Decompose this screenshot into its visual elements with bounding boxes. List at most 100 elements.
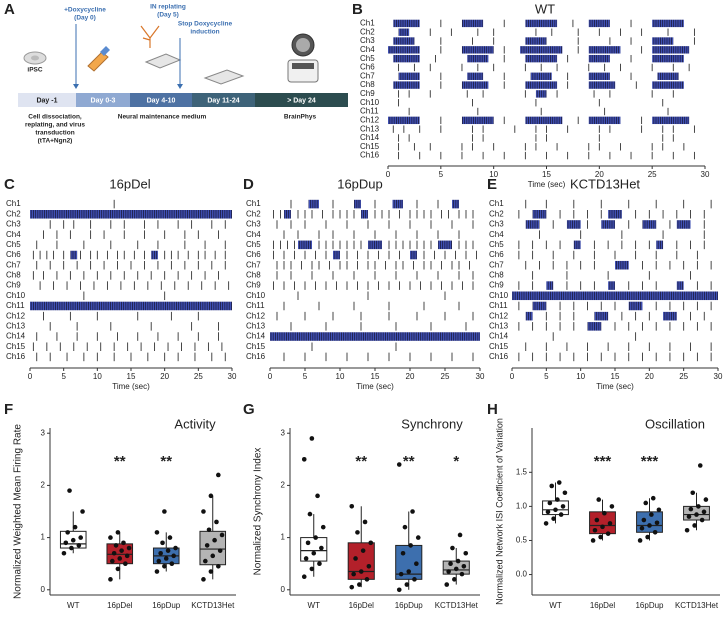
annotation: induction	[190, 29, 219, 36]
x-tick-label: 16pDel	[590, 601, 616, 610]
channel-label: Ch5	[6, 240, 21, 249]
plate-icon	[144, 53, 182, 69]
burst	[676, 281, 684, 290]
stage-bar	[18, 93, 76, 107]
data-point	[69, 545, 74, 551]
data-point	[111, 550, 117, 556]
burst	[525, 81, 558, 89]
channel-label: Ch16	[489, 352, 509, 361]
stage-bar	[130, 93, 192, 107]
data-point	[201, 577, 206, 582]
data-point	[206, 527, 212, 533]
data-point	[364, 577, 370, 582]
channel-label: Ch4	[360, 45, 375, 54]
data-point	[543, 521, 549, 526]
x-tick-label: 15	[611, 372, 620, 381]
panel-title: 16pDel	[109, 176, 150, 191]
x-tick-label: 30	[714, 372, 723, 381]
x-tick-label: 25	[441, 372, 450, 381]
x-tick-label: 15	[371, 372, 380, 381]
data-point	[216, 472, 221, 478]
data-point	[108, 535, 113, 540]
data-point	[556, 480, 562, 485]
channel-label: Ch2	[489, 209, 504, 218]
burst	[393, 37, 415, 45]
caption: Neural maintenance medium	[118, 114, 207, 121]
y-axis-label: Normalized Network ISI Coefficient of Va…	[494, 418, 504, 605]
panel-title: KCTD13Het	[570, 176, 640, 191]
x-tick-label: 20	[595, 170, 604, 179]
x-tick-label: 25	[679, 372, 688, 381]
data-point	[217, 548, 223, 553]
burst	[398, 72, 420, 80]
burst	[393, 19, 420, 28]
stage-label: Day 11-24	[207, 97, 239, 104]
channel-label: Ch3	[360, 36, 375, 45]
channel-label: Ch7	[246, 260, 261, 269]
burst	[461, 19, 484, 28]
burst	[601, 220, 615, 229]
channel-label: Ch7	[489, 260, 504, 269]
x-tick-label: 0	[268, 372, 273, 381]
x-tick-label: 25	[648, 170, 657, 179]
channel-label: Ch9	[246, 281, 261, 290]
channel-label: Ch16	[246, 352, 266, 361]
data-point	[115, 566, 121, 572]
burst	[652, 116, 690, 125]
data-point	[637, 538, 643, 543]
burst	[393, 54, 420, 63]
x-tick-label: 5	[439, 170, 444, 179]
significance: **	[403, 453, 415, 470]
data-point	[694, 512, 699, 517]
channel-label: Ch15	[360, 142, 380, 151]
channel-label: Ch15	[246, 342, 266, 351]
caption: BrainPhys	[284, 114, 317, 121]
data-point	[320, 524, 326, 530]
data-point	[701, 509, 707, 515]
flask-icon	[87, 51, 109, 72]
x-tick-label: WT	[67, 601, 80, 610]
data-point	[415, 535, 421, 540]
stage-bar	[192, 93, 255, 107]
channel-label: Ch12	[246, 311, 266, 320]
data-point	[412, 577, 417, 582]
channel-label: Ch13	[6, 321, 26, 330]
data-point	[163, 556, 169, 561]
channel-label: Ch5	[246, 240, 261, 249]
data-point	[124, 553, 130, 559]
data-point	[210, 553, 216, 559]
y-tick-label: 0.0	[516, 570, 528, 579]
significance: **	[114, 453, 126, 470]
x-tick-label: 16pDup	[635, 601, 664, 610]
data-point	[547, 500, 553, 506]
data-point	[402, 524, 408, 530]
burst	[333, 250, 340, 260]
x-tick-label: 5	[61, 372, 66, 381]
burst	[652, 81, 684, 89]
channel-label: Ch4	[6, 230, 21, 239]
data-point	[219, 532, 225, 538]
burst	[467, 54, 489, 63]
data-point	[309, 566, 315, 572]
data-point	[594, 517, 600, 523]
data-point	[301, 457, 307, 462]
panel-title: Oscillation	[645, 416, 705, 431]
annotation: +Doxycycline	[64, 7, 106, 14]
channel-label: Ch6	[246, 250, 261, 259]
burst	[535, 90, 547, 98]
burst	[532, 301, 547, 311]
data-point	[414, 561, 419, 566]
panel-letter: B	[352, 1, 363, 18]
x-tick-label: KCTD13Het	[191, 601, 235, 610]
data-point	[647, 523, 652, 528]
burst	[308, 199, 319, 209]
data-point	[404, 582, 410, 587]
x-tick-label: 20	[645, 372, 654, 381]
box	[589, 511, 616, 535]
y-tick-label: 2	[41, 481, 46, 490]
channel-label: Ch1	[360, 19, 375, 28]
y-tick-label: 1.5	[516, 467, 528, 476]
data-point	[351, 571, 356, 577]
channel-label: Ch1	[246, 199, 261, 208]
stage-label: Day 4-10	[147, 97, 176, 104]
